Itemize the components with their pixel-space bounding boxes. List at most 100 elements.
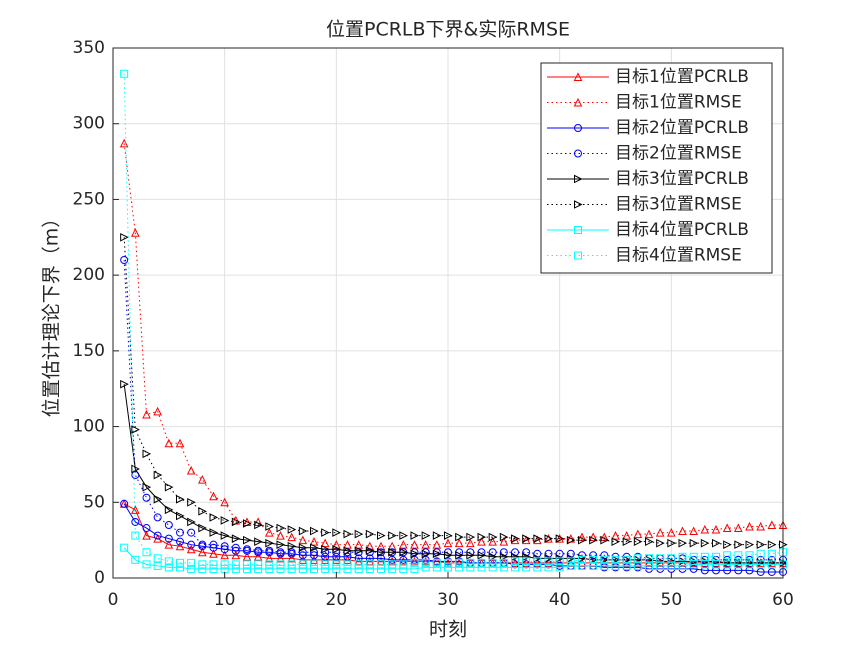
marker: [276, 560, 285, 569]
marker: [421, 563, 430, 572]
marker: [466, 558, 475, 567]
marker: [544, 557, 553, 566]
marker: [511, 563, 519, 572]
marker: [142, 560, 151, 569]
marker: [265, 522, 274, 531]
marker: [332, 544, 341, 554]
marker: [287, 553, 296, 563]
marker: [142, 482, 152, 492]
marker: [443, 538, 453, 548]
marker: [522, 548, 531, 557]
marker: [700, 566, 709, 575]
marker: [220, 550, 229, 560]
marker: [354, 540, 363, 549]
marker: [276, 540, 286, 549]
marker: [231, 543, 240, 552]
marker: [176, 511, 185, 521]
x-tick-label: 10: [214, 590, 236, 610]
marker: [756, 560, 765, 569]
marker: [712, 538, 721, 548]
marker: [399, 564, 408, 573]
marker: [734, 523, 743, 533]
marker: [254, 564, 263, 573]
marker: [667, 538, 676, 548]
marker: [242, 552, 252, 561]
marker: [444, 558, 452, 567]
marker: [589, 561, 598, 570]
marker: [689, 526, 698, 536]
marker: [712, 560, 720, 569]
marker: [120, 232, 129, 242]
chart-title: 位置PCRLB下界&实际RMSE: [326, 19, 570, 41]
marker: [499, 563, 508, 572]
plot-marks: [119, 69, 788, 576]
marker: [176, 494, 185, 504]
marker: [477, 537, 486, 546]
y-tick-label: 350: [73, 38, 105, 58]
marker: [142, 493, 151, 502]
marker: [734, 566, 743, 575]
marker: [142, 548, 151, 557]
marker: [388, 531, 397, 540]
marker: [209, 564, 218, 573]
marker: [243, 519, 252, 528]
marker: [667, 527, 676, 537]
marker: [756, 521, 765, 531]
marker: [198, 547, 207, 557]
marker: [421, 558, 430, 567]
series-line: [123, 73, 784, 565]
marker: [187, 528, 196, 537]
marker: [432, 558, 441, 567]
marker: [253, 552, 263, 561]
marker: [533, 535, 542, 545]
marker: [187, 558, 196, 567]
marker: [176, 537, 184, 546]
marker: [578, 561, 586, 570]
marker: [578, 535, 587, 545]
marker: [198, 474, 207, 484]
marker: [388, 547, 397, 557]
marker: [209, 513, 219, 522]
marker: [287, 541, 297, 551]
marker: [488, 558, 497, 567]
marker: [343, 529, 353, 539]
marker: [444, 563, 452, 572]
legend-box: [540, 62, 773, 274]
marker: [767, 549, 776, 558]
marker: [645, 561, 653, 570]
x-tick-label: 40: [549, 590, 571, 610]
marker: [466, 563, 475, 572]
marker: [633, 554, 642, 563]
marker: [734, 540, 743, 549]
marker: [712, 566, 720, 575]
marker: [455, 550, 464, 560]
marker: [198, 560, 207, 569]
marker: [745, 540, 755, 549]
marker: [175, 541, 185, 551]
marker: [573, 72, 583, 81]
marker: [321, 560, 330, 569]
marker: [678, 561, 687, 570]
legend-label: 目标2位置RMSE: [615, 144, 742, 164]
series-line: [123, 547, 783, 570]
legend: 目标1位置PCRLB 目标1位置RMSE 目标2位置PCRLB 目标2位置RMSE 目标…: [540, 62, 773, 274]
marker: [153, 513, 162, 522]
marker: [131, 505, 140, 514]
marker: [410, 549, 420, 559]
marker: [533, 557, 542, 566]
marker: [120, 69, 129, 78]
marker: [310, 526, 319, 536]
marker: [287, 560, 296, 569]
marker: [287, 564, 296, 573]
marker: [522, 557, 531, 566]
marker: [376, 541, 386, 551]
marker: [410, 558, 419, 567]
marker: [187, 540, 196, 549]
marker: [119, 138, 129, 148]
marker: [600, 555, 609, 564]
marker: [477, 563, 486, 572]
marker: [309, 555, 319, 564]
marker: [510, 535, 520, 545]
marker: [377, 554, 385, 563]
